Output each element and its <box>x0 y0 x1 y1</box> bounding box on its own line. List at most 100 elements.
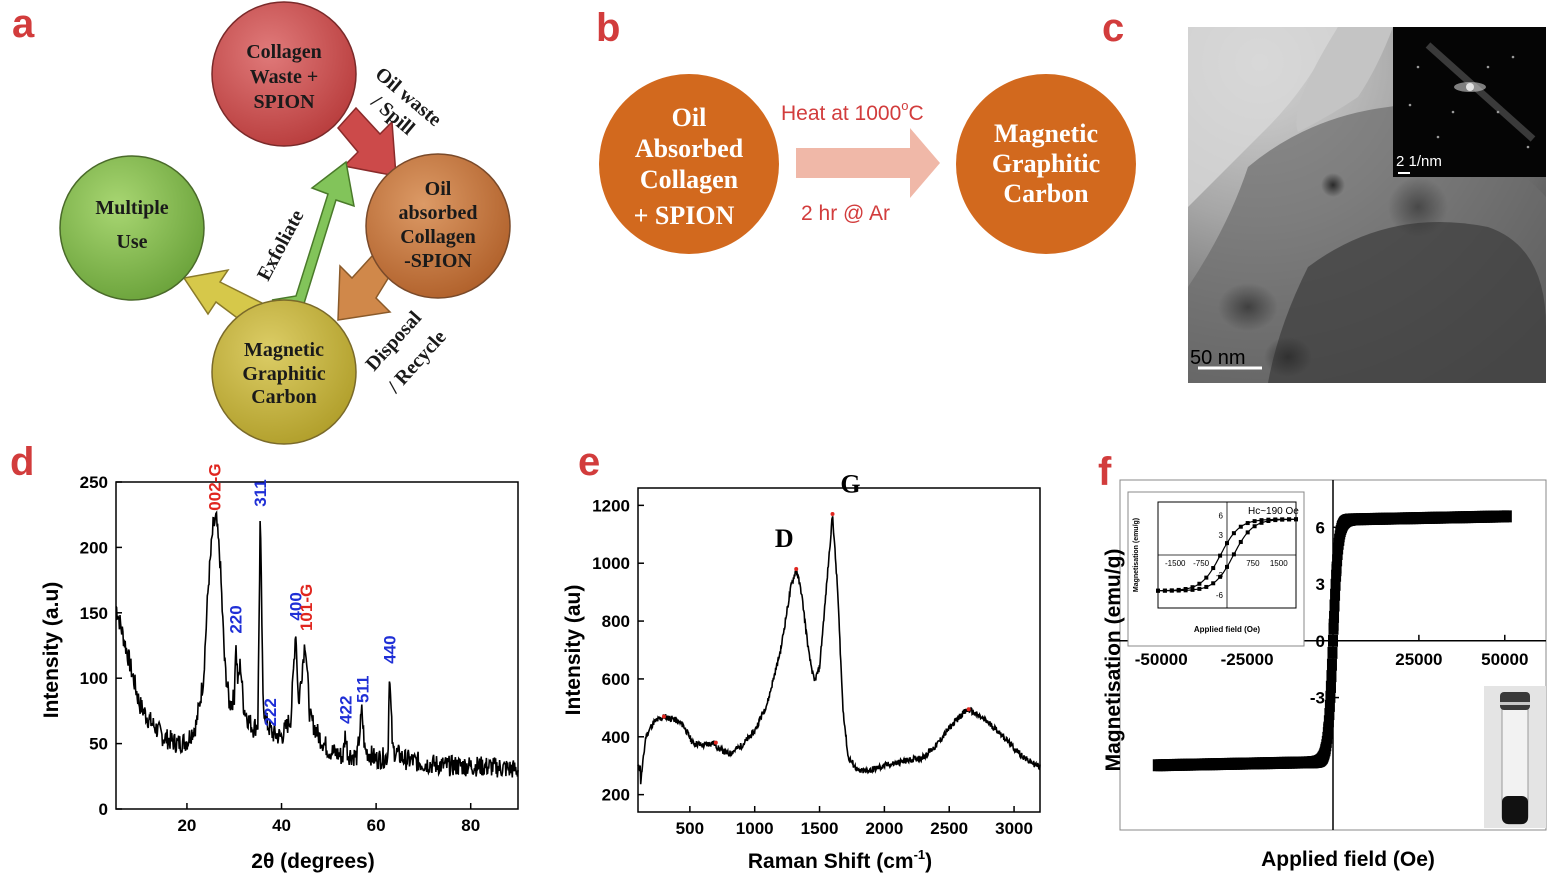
b-left-line-2: Absorbed <box>635 134 744 163</box>
b-right-line-3: Carbon <box>1003 179 1089 208</box>
label-mgc-3: Carbon <box>251 386 317 408</box>
panel-c-tem-image: 2 1/nm 50 nm <box>1188 27 1546 383</box>
circle-oil-absorbed-collagen <box>365 153 511 299</box>
e-peak-marker <box>661 714 666 719</box>
f-ytick-label: 6 <box>1316 518 1325 537</box>
circle-magnetic-graphitic-carbon <box>211 299 357 445</box>
chart-e-raman: 500 1000 1500 2000 2500 3000 200 400 600 800 1000 1… <box>562 469 1041 873</box>
d-ytick-label: 50 <box>89 735 108 754</box>
f-data-point <box>1323 721 1334 734</box>
process-arrow <box>796 128 940 198</box>
f-ytick-label: 3 <box>1316 575 1325 594</box>
b-right-line-2: Graphitic <box>992 149 1100 178</box>
d-peak-label: 422 <box>336 696 355 724</box>
arrow-oil-waste <box>337 106 397 177</box>
d-peak-label: 400 <box>287 592 306 620</box>
f-ylabel: Magnetisation (emu/g) <box>1102 549 1125 772</box>
f-data-point <box>1327 646 1338 659</box>
label-multi-2: Use <box>116 231 147 253</box>
f-data-point <box>1328 622 1339 635</box>
e-ytick-label: 1200 <box>592 496 630 515</box>
d-ytick-label: 250 <box>80 473 108 492</box>
f-inset-xtick: -750 <box>1193 559 1210 568</box>
label-collagen-1: Collagen <box>246 41 322 63</box>
d-peak-label: 220 <box>227 605 246 633</box>
f-xlabel: Applied field (Oe) <box>1261 848 1435 871</box>
e-ytick-label: 200 <box>602 786 630 805</box>
chart-f-magnetisation: -50000 -25000 25000 50000 -3 0 3 6 -1500 -750 750 1… <box>1102 479 1547 871</box>
f-vial-photo <box>1484 686 1546 828</box>
d-series-line <box>115 510 519 778</box>
d-peak-label: 511 <box>353 676 372 703</box>
f-data-point <box>1323 715 1334 728</box>
e-series-line <box>637 516 1041 785</box>
f-data-point <box>1324 708 1335 721</box>
e-peak-marker <box>830 512 835 517</box>
f-data-point <box>1332 554 1343 567</box>
d-peak-label: 311 <box>251 479 270 506</box>
circle-multiple-use <box>59 155 205 301</box>
f-xtick-label: 50000 <box>1481 650 1528 669</box>
label-oil-3: Collagen <box>400 226 476 248</box>
d-ytick-label: 100 <box>80 669 108 688</box>
f-data-point <box>1329 610 1340 623</box>
panel-letter-e: e <box>578 440 601 484</box>
d-peak-label: 222 <box>261 698 280 726</box>
panel-letter-f: f <box>1098 450 1112 494</box>
e-xtick-label: 500 <box>676 819 704 838</box>
e-xlabel: Raman Shift (cm-1) <box>748 847 932 873</box>
f-data-point <box>1325 680 1336 693</box>
e-ytick-label: 800 <box>602 612 630 631</box>
panel-b-process: Oil Absorbed Collagen + SPION Magnetic G… <box>599 74 1136 254</box>
d-xtick-label: 20 <box>177 816 196 835</box>
b-arrow-top: Heat at 1000oC <box>781 98 924 125</box>
f-data-point <box>1501 510 1512 523</box>
panel-letter-c: c <box>1102 6 1125 50</box>
e-peak-label: G <box>840 469 860 498</box>
d-ytick-label: 200 <box>80 538 108 557</box>
d-peak-label: 440 <box>380 635 399 663</box>
f-inset-xtick: 1500 <box>1270 559 1288 568</box>
e-ytick-label: 1000 <box>592 554 630 573</box>
f-inset-xtick: 750 <box>1246 559 1260 568</box>
f-data-point <box>1331 561 1342 574</box>
f-inset-xtick: -1500 <box>1165 559 1186 568</box>
d-ylabel: Intensity (a.u) <box>40 582 63 719</box>
panel-letter-a: a <box>12 2 35 46</box>
d-xtick-label: 40 <box>272 816 291 835</box>
label-collagen-3: SPION <box>253 91 315 113</box>
e-peak-label: D <box>775 524 794 553</box>
d-ytick-label: 150 <box>80 604 108 623</box>
e-xtick-label: 2000 <box>865 819 903 838</box>
f-inset-xlabel: Applied field (Oe) <box>1194 625 1261 634</box>
f-data-point <box>1331 569 1342 582</box>
f-xtick-label: -25000 <box>1221 650 1274 669</box>
f-data-point <box>1330 578 1341 591</box>
f-data-point <box>1329 599 1340 612</box>
f-inset-ytick: -6 <box>1216 591 1224 600</box>
d-frame <box>115 481 519 810</box>
label-oil-4: -SPION <box>404 250 472 272</box>
e-ylabel-rot: Intensity (au) <box>562 585 585 716</box>
f-data-point <box>1328 634 1338 647</box>
f-ytick-label: -3 <box>1310 689 1325 708</box>
e-peak-marker <box>794 567 799 571</box>
f-inset-annotation: Hc~190 Oe <box>1248 506 1299 517</box>
b-left-line-3: Collagen <box>640 165 739 194</box>
b-right-line-1: Magnetic <box>994 119 1098 148</box>
chart-d-xrd: 20 40 60 80 0 50 100 150 200 250 002-G 311 220 400101… <box>40 463 519 873</box>
panel-a-cycle-diagram: Collagen Waste + SPION Oil absorbed Coll… <box>59 1 511 445</box>
f-xtick-label: 25000 <box>1395 650 1442 669</box>
e-peak-marker <box>713 740 718 745</box>
d-ytick-label: 0 <box>99 800 108 819</box>
e-peak-marker <box>966 707 971 712</box>
label-oil-1: Oil <box>425 178 452 200</box>
label-oil-2: absorbed <box>399 202 478 224</box>
e-ytick-label: 600 <box>602 670 630 689</box>
label-mgc-2: Graphitic <box>242 363 325 385</box>
d-peak-label: 101-G <box>297 584 316 631</box>
f-inset-ytick: 6 <box>1219 511 1224 520</box>
b-left-line-4: + SPION <box>634 201 735 230</box>
d-xtick-label: 60 <box>367 816 386 835</box>
arrow-exfoliate <box>271 160 355 311</box>
